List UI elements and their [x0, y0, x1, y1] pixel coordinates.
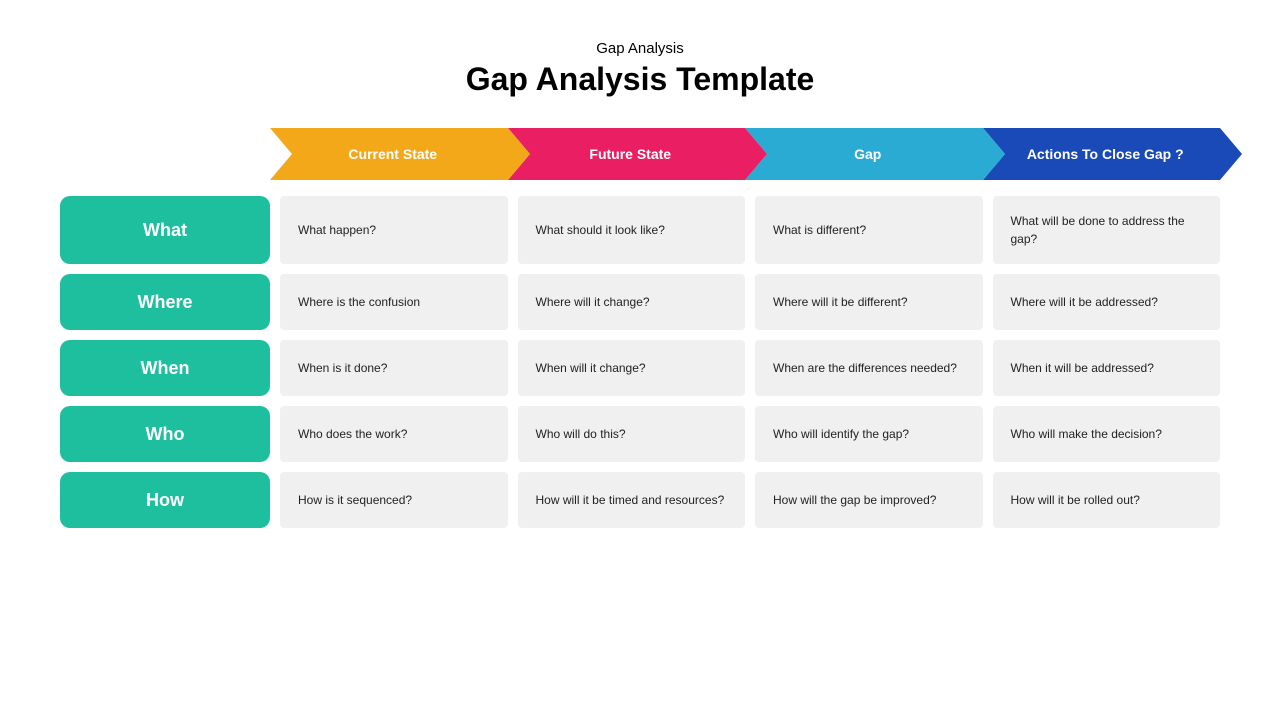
row-label-what: What [60, 196, 270, 264]
cell: What will be done to address the gap? [993, 196, 1221, 264]
column-header-label: Gap [854, 146, 881, 163]
cell: Where will it be addressed? [993, 274, 1221, 330]
cell: How will it be timed and resources? [518, 472, 746, 528]
table-row: How How is it sequenced? How will it be … [60, 472, 1220, 528]
cell: How will the gap be improved? [755, 472, 983, 528]
page-header: Gap Analysis Gap Analysis Template [60, 40, 1220, 98]
cell: How will it be rolled out? [993, 472, 1221, 528]
cell: When is it done? [280, 340, 508, 396]
cell: Who does the work? [280, 406, 508, 462]
cell: Where will it be different? [755, 274, 983, 330]
cell: Who will do this? [518, 406, 746, 462]
cell: What happen? [280, 196, 508, 264]
row-label-who: Who [60, 406, 270, 462]
column-header-label: Actions To Close Gap ? [1027, 146, 1184, 163]
column-headers-row: Current State Future State Gap Actions T… [60, 128, 1220, 180]
row-label-when: When [60, 340, 270, 396]
cell: Where is the confusion [280, 274, 508, 330]
table-row: Where Where is the confusion Where will … [60, 274, 1220, 330]
column-header-future-state: Future State [508, 128, 746, 180]
table-row: When When is it done? When will it chang… [60, 340, 1220, 396]
table-row: Who Who does the work? Who will do this?… [60, 406, 1220, 462]
cell: What should it look like? [518, 196, 746, 264]
cell: When will it change? [518, 340, 746, 396]
cell: Who will identify the gap? [755, 406, 983, 462]
column-header-actions: Actions To Close Gap ? [983, 128, 1221, 180]
cell: Who will make the decision? [993, 406, 1221, 462]
column-header-gap: Gap [745, 128, 983, 180]
page-title: Gap Analysis Template [60, 61, 1220, 98]
cell: Where will it change? [518, 274, 746, 330]
cell: When it will be addressed? [993, 340, 1221, 396]
column-header-current-state: Current State [270, 128, 508, 180]
cell: When are the differences needed? [755, 340, 983, 396]
row-label-where: Where [60, 274, 270, 330]
table-row: What What happen? What should it look li… [60, 196, 1220, 264]
row-label-how: How [60, 472, 270, 528]
column-header-label: Future State [589, 146, 671, 163]
column-header-label: Current State [348, 146, 437, 163]
cell: What is different? [755, 196, 983, 264]
cell: How is it sequenced? [280, 472, 508, 528]
gap-analysis-table: Current State Future State Gap Actions T… [60, 128, 1220, 528]
page-subtitle: Gap Analysis [60, 40, 1220, 57]
